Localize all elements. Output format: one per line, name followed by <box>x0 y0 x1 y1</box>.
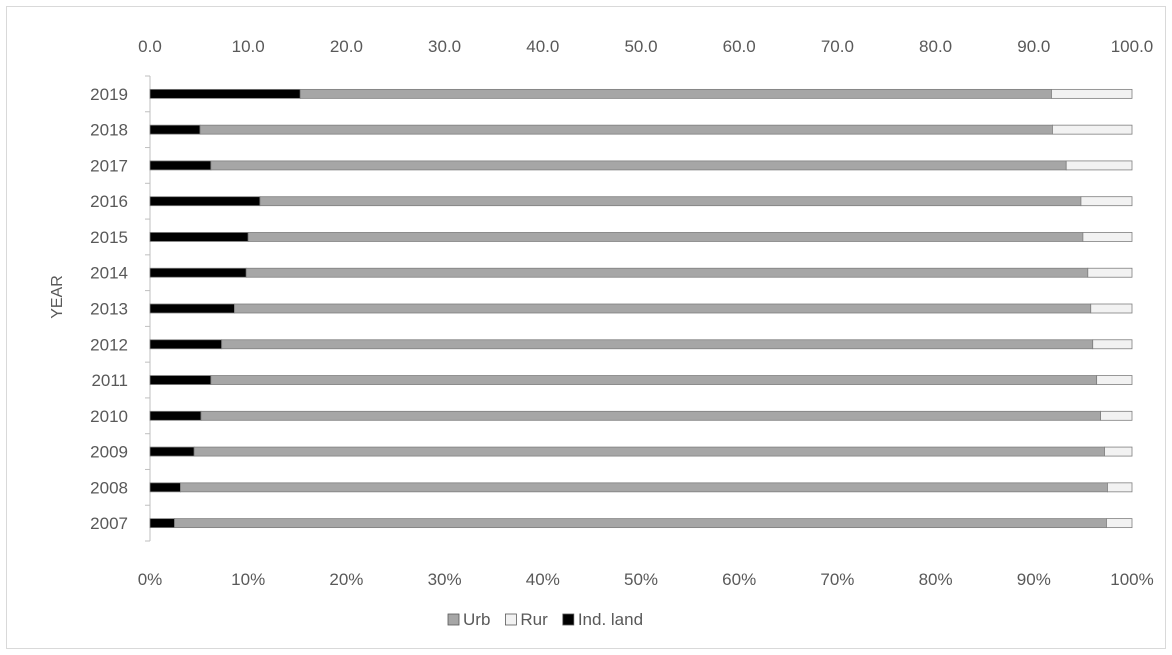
top-tick-label: 50.0 <box>624 37 657 56</box>
bar-segment <box>259 196 1082 207</box>
bottom-tick-label: 10% <box>231 570 265 589</box>
legend-label: Rur <box>520 610 548 629</box>
legend-swatch <box>505 613 517 626</box>
bar-segment <box>1100 410 1133 421</box>
bar-segment <box>199 124 1053 135</box>
bar-segment <box>247 232 1084 242</box>
bar-segment <box>149 232 249 242</box>
category-label: 2007 <box>90 514 128 533</box>
top-tick-label: 100.0 <box>1111 37 1154 56</box>
category-label: 2012 <box>90 335 128 354</box>
bottom-tick-label: 90% <box>1017 570 1051 589</box>
bar-segment <box>1087 267 1133 278</box>
top-tick-label: 90.0 <box>1017 37 1050 56</box>
bar-segment <box>1104 446 1133 457</box>
top-tick-label: 40.0 <box>526 37 559 56</box>
bar-chart: 0.0 10.0 20.0 30.0 40.0 50.0 60.0 70.0 80.0 90.0 1… <box>49 37 1154 629</box>
bar-segment <box>149 446 195 457</box>
top-tick-label: 30.0 <box>428 37 461 56</box>
bar-segment <box>1106 518 1133 529</box>
bar-segment <box>149 88 301 99</box>
bar-segment <box>149 160 212 171</box>
bottom-tick-label: 60% <box>722 570 756 589</box>
bottom-tick-label: 0% <box>138 570 163 589</box>
category-label: 2015 <box>90 228 128 247</box>
bar-segment <box>1052 124 1133 135</box>
bar-segment <box>210 375 1098 385</box>
legend-label: Ind. land <box>578 610 643 629</box>
bar-segment <box>210 160 1067 171</box>
category-label: 2010 <box>90 407 128 426</box>
bottom-tick-label: 40% <box>526 570 560 589</box>
category-labels: 2007 2008 2009 2010 2011 2012 2013 2014 2015 2016… <box>90 85 128 533</box>
category-label: 2009 <box>90 443 128 462</box>
bar-segment <box>200 410 1101 421</box>
top-tick-label: 80.0 <box>919 37 952 56</box>
bar-segment <box>149 303 235 314</box>
chart-frame: 0.0 10.0 20.0 30.0 40.0 50.0 60.0 70.0 80.0 90.0 1… <box>6 6 1166 649</box>
bottom-tick-label: 100% <box>1110 570 1153 589</box>
legend-label: Urb <box>463 610 490 629</box>
bar-segment <box>234 303 1092 314</box>
top-axis-ticks: 0.0 10.0 20.0 30.0 40.0 50.0 60.0 70.0 80.0 90.0 1… <box>138 37 1153 56</box>
category-label: 2018 <box>90 121 128 140</box>
bottom-tick-label: 20% <box>329 570 363 589</box>
bar-segment <box>149 482 181 493</box>
category-label: 2013 <box>90 300 128 319</box>
bar-segment <box>174 518 1107 529</box>
bottom-tick-label: 80% <box>919 570 953 589</box>
bar-segment <box>245 267 1089 278</box>
bar-segment <box>149 124 201 135</box>
bar-segment <box>1065 160 1133 171</box>
top-tick-label: 60.0 <box>723 37 756 56</box>
category-label: 2016 <box>90 192 128 211</box>
category-label: 2014 <box>90 264 128 283</box>
top-tick-label: 70.0 <box>821 37 854 56</box>
bar-segment <box>149 267 247 278</box>
top-tick-label: 0.0 <box>138 37 162 56</box>
legend-swatch <box>447 613 460 626</box>
bar-segment <box>221 339 1094 350</box>
bar-segment <box>180 482 1108 493</box>
bar-segment <box>299 88 1052 99</box>
top-tick-label: 20.0 <box>330 37 363 56</box>
category-label: 2017 <box>90 156 128 175</box>
bar-segment <box>1096 375 1133 385</box>
bar-segment <box>1107 482 1133 493</box>
bar-segment <box>149 410 202 421</box>
legend-swatch <box>562 613 575 626</box>
bar-segment <box>1051 88 1133 99</box>
bar-segment <box>149 339 223 350</box>
bar-segment <box>1082 232 1133 242</box>
bottom-tick-label: 30% <box>428 570 462 589</box>
bar-segment <box>1092 339 1133 350</box>
bar-segment <box>1090 303 1133 314</box>
category-label: 2019 <box>90 85 128 104</box>
bottom-tick-label: 50% <box>624 570 658 589</box>
category-axis <box>145 75 151 542</box>
top-tick-label: 10.0 <box>232 37 265 56</box>
bottom-tick-label: 70% <box>820 570 854 589</box>
bar-segment <box>149 196 261 207</box>
legend: Urb Rur Ind. land <box>447 610 643 629</box>
bar-segment <box>149 375 212 385</box>
category-label: 2011 <box>91 371 128 390</box>
bar-segment <box>193 446 1105 457</box>
bar-segment <box>149 518 175 529</box>
bottom-axis-ticks: 0% 10% 20% 30% 40% 50% 60% 70% 80% 90% 100% <box>138 570 1154 589</box>
bars <box>149 88 1133 529</box>
bar-segment <box>1080 196 1133 207</box>
category-label: 2008 <box>90 478 128 497</box>
y-axis-label: YEAR <box>49 275 66 319</box>
